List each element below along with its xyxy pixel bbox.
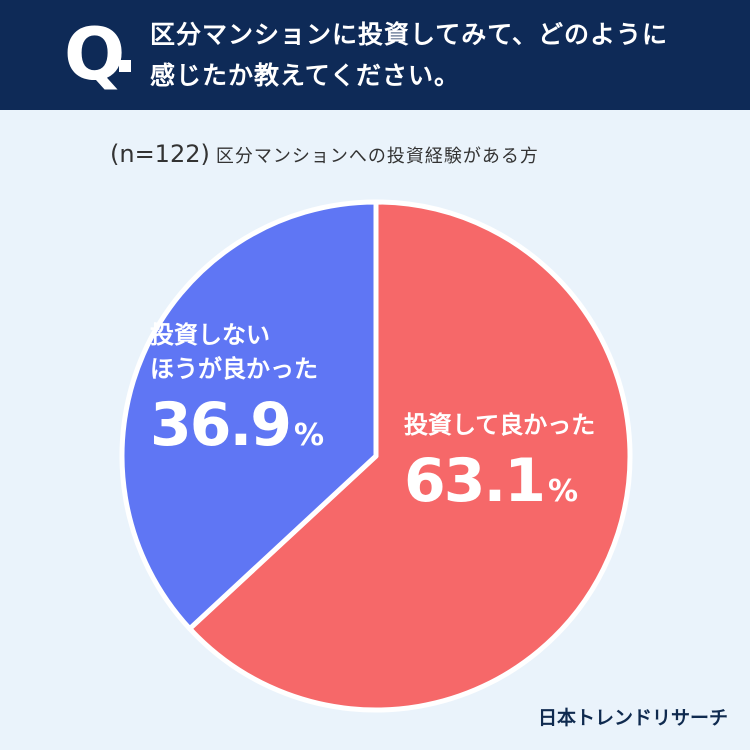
pct-sign-bad: % (294, 418, 325, 453)
slice-label-good: 投資して良かった 63.1% (404, 408, 595, 527)
pie-slice-bad (119, 199, 379, 632)
q-dot (119, 60, 131, 72)
sample-size: (n=122) (110, 140, 210, 168)
slice-pct-good: 63.1% (404, 446, 595, 527)
slice-value-good: 63.1 (404, 446, 546, 516)
question-text: 区分マンションに投資してみて、どのように 感じたか教えてください。 (150, 14, 730, 96)
slice-pct-bad: 36.9% (150, 390, 324, 471)
chart-subtitle: (n=122) 区分マンションへの投資経験がある方 (110, 140, 539, 172)
pie-slice-good (187, 199, 633, 713)
slice-label-bad: 投資しない ほうが良かった 36.9% (150, 318, 324, 471)
slice-name-good: 投資して良かった (404, 411, 596, 439)
slice-name-bad-line2: ほうが良かった (150, 355, 318, 383)
q-mark: Q (64, 12, 126, 96)
question-header: Q 区分マンションに投資してみて、どのように 感じたか教えてください。 (0, 0, 750, 110)
question-line-1: 区分マンションに投資してみて、どのように (150, 20, 669, 49)
slice-value-bad: 36.9 (150, 390, 292, 460)
question-line-2: 感じたか教えてください。 (150, 61, 461, 90)
brand-logo: 日本トレンドリサーチ (537, 707, 728, 729)
slice-name-bad-line1: 投資しない (150, 321, 270, 349)
respondent-group: 区分マンションへの投資経験がある方 (215, 146, 539, 167)
pct-sign-good: % (548, 474, 579, 509)
